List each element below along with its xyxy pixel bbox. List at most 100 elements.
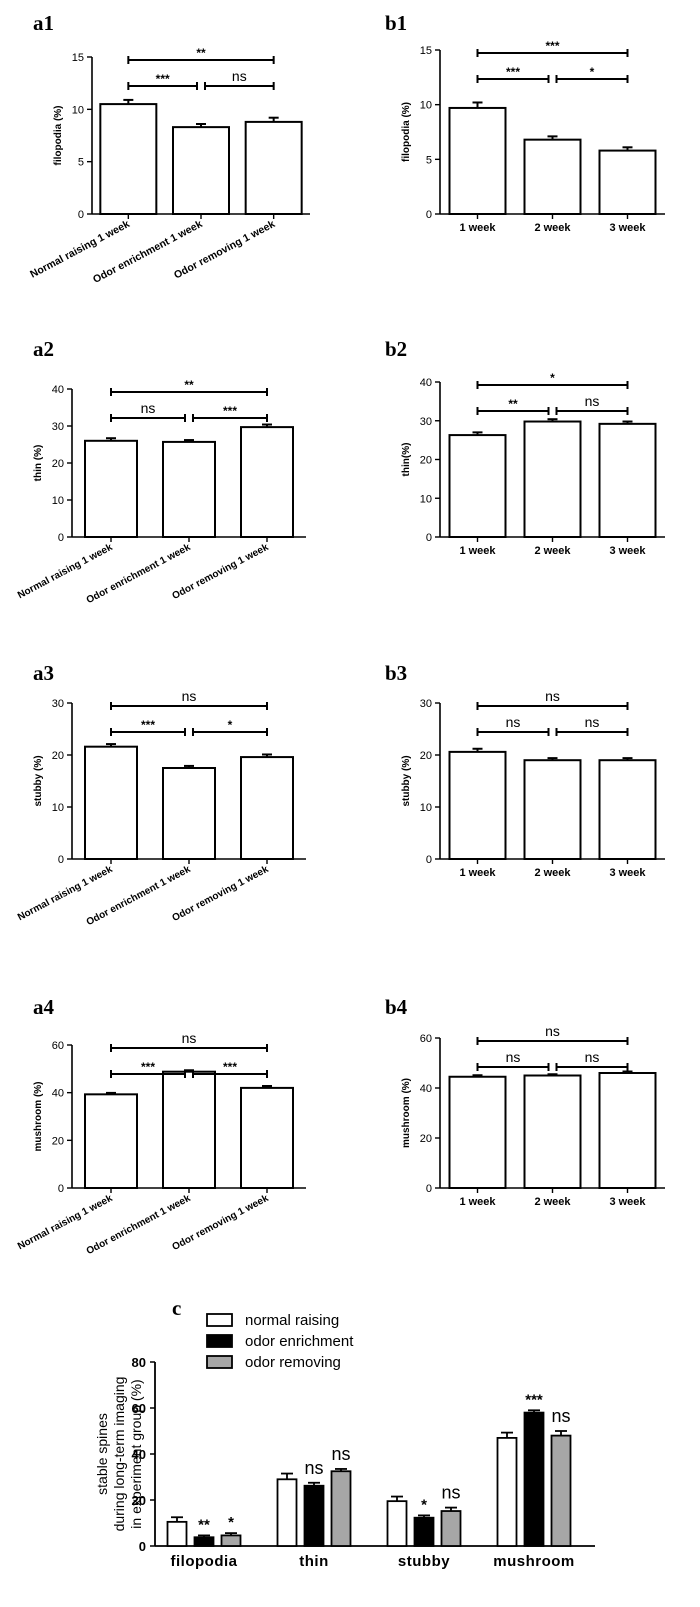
y-axis-label: stable spines bbox=[94, 1413, 110, 1495]
significance-bracket: *** bbox=[192, 1060, 268, 1078]
panel-b3: b3 0 10 20 30 stubby (%) 1 week 2 week 3 week ns n… bbox=[385, 661, 665, 879]
y-tick-label: 0 bbox=[78, 209, 84, 221]
x-tick-label: filopodia bbox=[171, 1553, 238, 1570]
panel-b4: b4 0 20 40 60 mushroom (%) 1 week 2 week 3 week n… bbox=[385, 995, 665, 1208]
panel-label: c bbox=[172, 1296, 181, 1320]
y-axis-label: stubby (%) bbox=[401, 755, 412, 806]
panel-label: b4 bbox=[385, 995, 408, 1019]
significance-label: * bbox=[421, 1496, 427, 1513]
significance-bracket: ns bbox=[476, 714, 550, 736]
bar bbox=[448, 1075, 507, 1189]
significance-label: ns bbox=[545, 1023, 560, 1039]
y-tick-label: 0 bbox=[139, 1539, 146, 1554]
bar bbox=[84, 1093, 138, 1189]
significance-label: *** bbox=[545, 39, 559, 53]
significance-label: *** bbox=[141, 1060, 155, 1074]
y-tick-label: 0 bbox=[426, 209, 432, 221]
significance-label: * bbox=[228, 718, 233, 732]
bar bbox=[193, 1536, 215, 1547]
y-tick-label: 5 bbox=[78, 157, 84, 169]
y-tick-label: 80 bbox=[132, 1355, 146, 1370]
y-tick-label: 40 bbox=[132, 1447, 146, 1462]
y-axis-label: during long-term imaging bbox=[111, 1377, 127, 1532]
bar bbox=[276, 1478, 298, 1547]
significance-bracket: *** bbox=[110, 1060, 186, 1078]
y-tick-label: 0 bbox=[426, 854, 432, 866]
significance-label: *** bbox=[156, 72, 170, 86]
legend-swatch bbox=[206, 1334, 233, 1348]
significance-bracket: ns bbox=[110, 400, 186, 422]
significance-bracket: ns bbox=[204, 68, 275, 90]
significance-label: ns bbox=[441, 1483, 460, 1503]
significance-label: ** bbox=[196, 46, 206, 60]
x-tick-label: 3 week bbox=[609, 222, 646, 234]
significance-label: * bbox=[550, 371, 555, 385]
significance-label: ns bbox=[506, 1049, 521, 1065]
significance-bracket: ns bbox=[476, 1049, 550, 1071]
significance-bracket: ** bbox=[127, 46, 275, 64]
significance-label: ** bbox=[508, 397, 518, 411]
significance-label: * bbox=[590, 65, 595, 79]
significance-label: *** bbox=[223, 404, 237, 418]
y-tick-label: 10 bbox=[52, 495, 64, 507]
y-tick-label: 0 bbox=[58, 1183, 64, 1195]
significance-label: ns bbox=[182, 688, 197, 704]
panel-label: a3 bbox=[33, 661, 54, 685]
bar bbox=[523, 1411, 545, 1547]
y-tick-label: 0 bbox=[58, 532, 64, 544]
significance-bracket: ns bbox=[555, 1049, 629, 1071]
y-tick-label: 10 bbox=[420, 493, 432, 505]
bar bbox=[162, 767, 216, 860]
y-tick-label: 60 bbox=[132, 1401, 146, 1416]
y-tick-label: 20 bbox=[52, 750, 64, 762]
panel-label: a4 bbox=[33, 995, 55, 1019]
x-tick-label: 2 week bbox=[534, 545, 571, 557]
significance-label: ns bbox=[585, 1049, 600, 1065]
bar bbox=[303, 1484, 325, 1547]
bar bbox=[240, 756, 294, 861]
x-tick-label: 3 week bbox=[609, 867, 646, 879]
panel-label: a2 bbox=[33, 337, 54, 361]
legend-label: normal raising bbox=[245, 1312, 339, 1329]
bar bbox=[448, 106, 507, 215]
y-tick-label: 0 bbox=[426, 532, 432, 544]
y-axis-label: in experiment group (%) bbox=[128, 1379, 144, 1528]
significance-bracket: ns bbox=[476, 688, 629, 710]
bar bbox=[550, 1434, 572, 1547]
bar bbox=[496, 1437, 518, 1547]
panel-label: b2 bbox=[385, 337, 407, 361]
x-tick-label: mushroom bbox=[493, 1553, 575, 1570]
bar bbox=[448, 750, 507, 861]
significance-bracket: ** bbox=[476, 397, 550, 415]
bar bbox=[523, 138, 582, 215]
significance-bracket: ns bbox=[110, 1030, 268, 1052]
significance-bracket: * bbox=[555, 65, 629, 83]
significance-bracket: *** bbox=[476, 39, 629, 57]
y-tick-label: 0 bbox=[426, 1183, 432, 1195]
y-axis-label: mushroom (%) bbox=[401, 1078, 412, 1148]
y-tick-label: 20 bbox=[52, 1135, 64, 1147]
bar bbox=[413, 1516, 435, 1547]
panel-b1: b1 0 5 10 15 filopodia (%) 1 week 2 week 3 week *… bbox=[385, 11, 665, 234]
legend-swatch bbox=[206, 1313, 233, 1327]
bar bbox=[162, 440, 216, 538]
y-tick-label: 10 bbox=[72, 104, 84, 116]
y-axis-label: stubby (%) bbox=[33, 755, 44, 806]
significance-label: ** bbox=[198, 1516, 210, 1533]
significance-label: ns bbox=[545, 688, 560, 704]
significance-label: *** bbox=[223, 1060, 237, 1074]
bar bbox=[598, 1072, 657, 1189]
bar bbox=[523, 759, 582, 861]
significance-label: ** bbox=[184, 378, 194, 392]
bar bbox=[244, 120, 303, 215]
y-tick-label: 40 bbox=[52, 1088, 64, 1100]
legend-label: odor removing bbox=[245, 1354, 341, 1371]
y-tick-label: 40 bbox=[52, 384, 64, 396]
panel-label: b1 bbox=[385, 11, 407, 35]
significance-label: * bbox=[228, 1514, 234, 1531]
y-tick-label: 10 bbox=[420, 100, 432, 112]
